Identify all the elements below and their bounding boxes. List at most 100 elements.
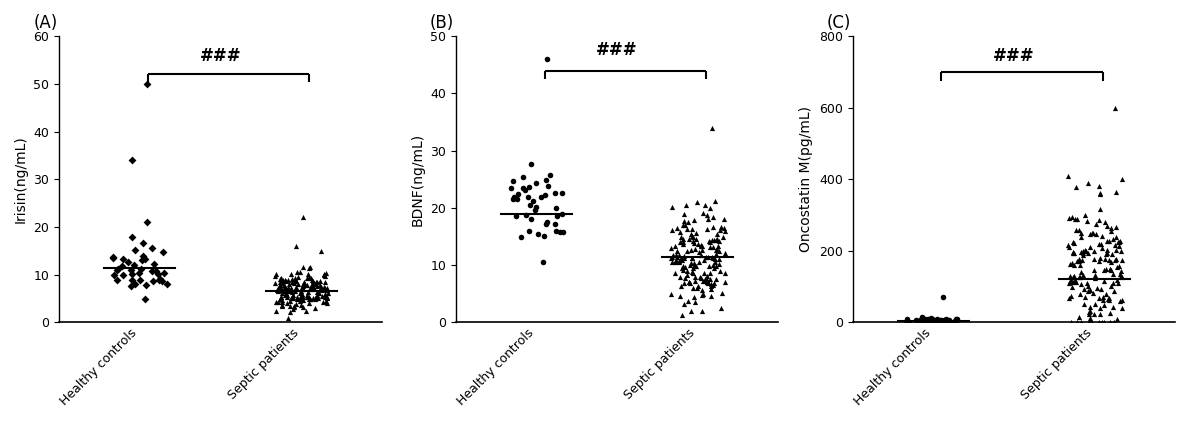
Point [698,212,717,219]
Point [671,292,690,299]
Point [918,316,937,323]
Point [547,213,566,219]
Point [1106,242,1125,249]
Point [122,271,141,277]
Point [685,216,704,223]
Point [282,271,301,277]
Point [663,252,682,259]
Point [668,225,687,231]
Point [105,271,124,278]
Point [668,253,687,260]
Point [912,319,931,326]
Point [1078,287,1097,294]
Point [678,268,697,274]
Point [1089,217,1108,224]
Point [282,295,301,302]
Point [273,284,292,291]
Point [547,205,566,211]
Point [268,286,287,293]
Point [931,319,950,326]
Point [898,319,917,326]
Point [1064,279,1083,285]
Point [153,278,172,284]
Point [272,302,291,308]
Point [1095,219,1114,225]
Point [317,284,336,291]
Point [711,223,730,230]
Point [694,257,713,263]
Point [946,319,965,325]
Point [265,279,284,286]
Point [1083,290,1102,297]
Point [287,278,306,284]
Point [266,271,285,277]
Point [278,287,297,293]
Point [675,263,694,270]
Point [677,202,696,208]
Point [927,315,946,322]
Point [297,292,316,299]
Point [307,283,326,290]
Point [716,250,735,257]
Point [688,284,707,291]
Point [1081,286,1100,293]
Point [1064,238,1083,245]
Point [937,316,956,322]
Point [702,254,721,260]
Point [1100,266,1119,273]
Point [292,291,312,298]
Point [290,298,309,305]
Point [948,315,967,322]
Point [1061,273,1080,279]
Point [1105,319,1124,326]
Point [302,275,321,281]
Point [316,294,335,300]
Point [275,288,294,295]
Point [303,286,322,292]
Point [666,270,685,276]
Point [662,254,681,261]
Point [693,291,712,298]
Point [1063,273,1082,280]
Point [1097,291,1116,298]
Point [1080,231,1099,238]
Point [1071,290,1090,297]
Point [310,281,329,288]
Point [303,278,322,285]
Point [669,259,688,266]
Point [943,319,962,326]
Point [699,238,718,244]
Point [265,273,284,279]
Point [523,197,542,204]
Point [521,215,540,222]
Point [313,286,332,293]
Point [1100,297,1119,304]
Point [1103,304,1122,311]
Point [698,276,717,283]
Point [294,279,313,286]
Point [1090,206,1109,212]
Point [122,233,141,240]
Point [1113,176,1132,183]
Point [316,273,335,280]
Point [1090,305,1109,311]
Point [287,243,306,249]
Point [921,316,940,323]
Point [692,252,711,258]
Point [1095,278,1114,284]
Point [275,292,294,298]
Point [521,161,540,168]
Point [282,285,301,292]
Point [288,273,307,280]
Point [283,295,302,301]
Point [694,209,713,216]
Point [307,281,326,288]
Point [1088,285,1107,292]
Point [686,274,705,281]
Point [1111,238,1130,245]
Point [283,291,302,298]
Point [681,260,700,267]
Point [906,316,925,323]
Point [540,171,559,178]
Point [291,288,310,295]
